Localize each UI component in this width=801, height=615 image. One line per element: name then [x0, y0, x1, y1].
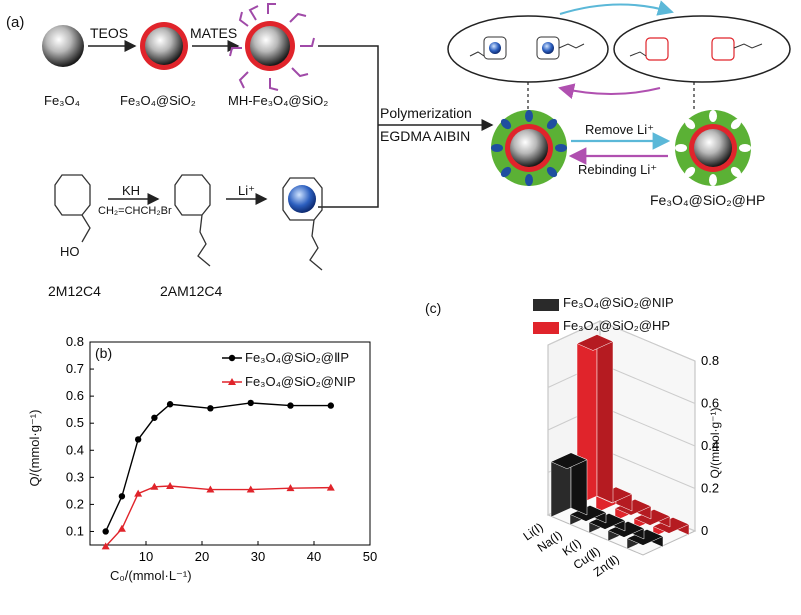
fe3o4-label: Fe₃O₄ — [44, 93, 80, 108]
z-tick-label: 0.4 — [701, 438, 719, 453]
z-tick-label: 0.8 — [701, 353, 719, 368]
panel-b-xlabel: C₀/(mmol·L⁻¹) — [110, 568, 192, 583]
hp-particle — [675, 110, 751, 186]
bubble-li-2 — [542, 42, 554, 54]
legend-marker-2 — [228, 378, 236, 385]
imprinted-particle — [491, 110, 567, 186]
bubble-li-1 — [489, 42, 501, 54]
series-point — [101, 542, 110, 550]
panel-c-chart: 00.20.40.60.8Li(Ⅰ)Na(Ⅰ)K(Ⅰ)Cu(Ⅱ)Zn(Ⅱ) — [521, 299, 719, 579]
egdma-aibin-label: EGDMA AIBIN — [380, 128, 471, 144]
series-point — [151, 414, 158, 421]
series-point — [326, 483, 335, 491]
series-point — [166, 481, 175, 489]
crown-2m12c4 — [54, 174, 91, 243]
fe3o4-particle — [42, 25, 84, 67]
fe3o4-sio2-label: Fe₃O₄@SiO₂ — [120, 93, 196, 108]
hp-product-label: Fe₃O₄@SiO₂@HP — [650, 192, 766, 208]
fe3o4-sio2-core — [145, 27, 183, 65]
mh-label: MH-Fe₃O₄@SiO₂ — [228, 93, 329, 108]
series-point — [247, 399, 254, 407]
grid-line — [599, 363, 696, 404]
z-tick-label: 0 — [701, 523, 708, 538]
allyl-bromide-label: CH₂=CHCH₂Br — [98, 205, 172, 217]
series-point — [166, 401, 174, 408]
panel-a-label: (a) — [6, 14, 25, 31]
oval-bound — [447, 15, 609, 83]
panel-b-legend-2: Fe₃O₄@SiO₂@NIP — [245, 374, 356, 389]
y-tick-label: 0.1 — [66, 523, 84, 538]
panel-b-legend-1: Fe₃O₄@SiO₂@ⅡP — [245, 350, 350, 365]
legend-swatch-1 — [533, 299, 559, 311]
ho-label: HO — [60, 244, 80, 259]
bubble-chains-right — [629, 43, 763, 57]
y-tick-label: 0.3 — [66, 469, 84, 484]
series-point — [102, 528, 109, 535]
y-tick-label: 0.2 — [66, 496, 84, 511]
series-point — [207, 405, 214, 412]
kh-label: KH — [122, 183, 141, 198]
plot-frame — [89, 341, 371, 546]
remove-li-label: Remove Li⁺ — [585, 122, 654, 137]
series-point — [134, 489, 143, 497]
molecule-2m12c4: 2M12C4 — [48, 283, 101, 299]
grid-line — [599, 405, 696, 447]
bar-Li(Ⅰ)-1 — [550, 452, 588, 518]
li-step-label: Li⁺ — [238, 183, 255, 198]
panel-a-scheme — [42, 0, 791, 271]
grid-line — [599, 320, 696, 362]
z-tick-label: 0.6 — [701, 396, 719, 411]
y-tick-label: 0.8 — [66, 334, 84, 349]
x-tick-label: 10 — [139, 549, 153, 564]
x-tick-label: 40 — [307, 549, 321, 564]
z-tick-label: 0.2 — [701, 481, 719, 496]
bubble-crowns-left — [469, 36, 585, 60]
legend-swatch-2 — [533, 322, 559, 334]
x-tick-label: 50 — [363, 549, 377, 564]
mh-particle — [229, 3, 315, 91]
grid-line — [599, 448, 696, 489]
connector-bottom — [318, 125, 379, 208]
bubble-crowns-right — [645, 37, 735, 61]
series-point — [117, 524, 126, 532]
y-tick-label: 0.7 — [66, 361, 84, 376]
y-tick-label: 0.4 — [66, 442, 84, 457]
panel-b-chart: 10 20 30 40 50 0.1 0.2 0.3 0.4 0.5 0.6 0.7 0.8 — [66, 334, 377, 564]
bubble-rebind-arrow — [558, 83, 661, 99]
panel-b-label: (b) — [95, 345, 113, 361]
mates-label: MATES — [190, 25, 238, 41]
y-tick-label: 0.6 — [66, 388, 84, 403]
teos-label: TEOS — [90, 25, 129, 41]
crown-2am12c4 — [174, 174, 211, 267]
series-point — [134, 436, 142, 443]
y-tick-label: 0.5 — [66, 415, 84, 430]
series-point — [206, 485, 215, 493]
series-point — [327, 402, 334, 409]
x-tick-label: 30 — [251, 549, 265, 564]
polymerization-label: Polymerization — [380, 105, 472, 121]
panel-c-label: (c) — [425, 300, 442, 316]
series-point — [150, 482, 159, 490]
legend-marker-1 — [228, 354, 236, 362]
molecule-2am12c4: 2AM12C4 — [160, 283, 223, 299]
panel-c-legend-1: Fe₃O₄@SiO₂@NIP — [563, 295, 674, 310]
oval-free — [613, 15, 791, 83]
grid-line — [547, 320, 601, 346]
panel-b-ylabel: Q/(mmol·g⁻¹) — [27, 409, 42, 487]
panel-c-legend-2: Fe₃O₄@SiO₂@HP — [563, 318, 671, 333]
series-point — [246, 485, 255, 493]
bubble-remove-arrow — [559, 0, 674, 16]
series-point — [118, 493, 126, 500]
connector-top — [318, 45, 379, 125]
x-tick-label: 20 — [195, 549, 209, 564]
bar-Cu(Ⅱ)-2 — [633, 508, 671, 530]
series-line-1 — [105, 402, 331, 532]
series-point — [286, 484, 295, 492]
li-complex — [282, 177, 323, 271]
series-point — [287, 402, 294, 409]
rebinding-li-label: Rebinding Li⁺ — [578, 162, 658, 177]
panel-c-ylabel: Q/(mmol·g⁻¹) — [708, 407, 722, 479]
